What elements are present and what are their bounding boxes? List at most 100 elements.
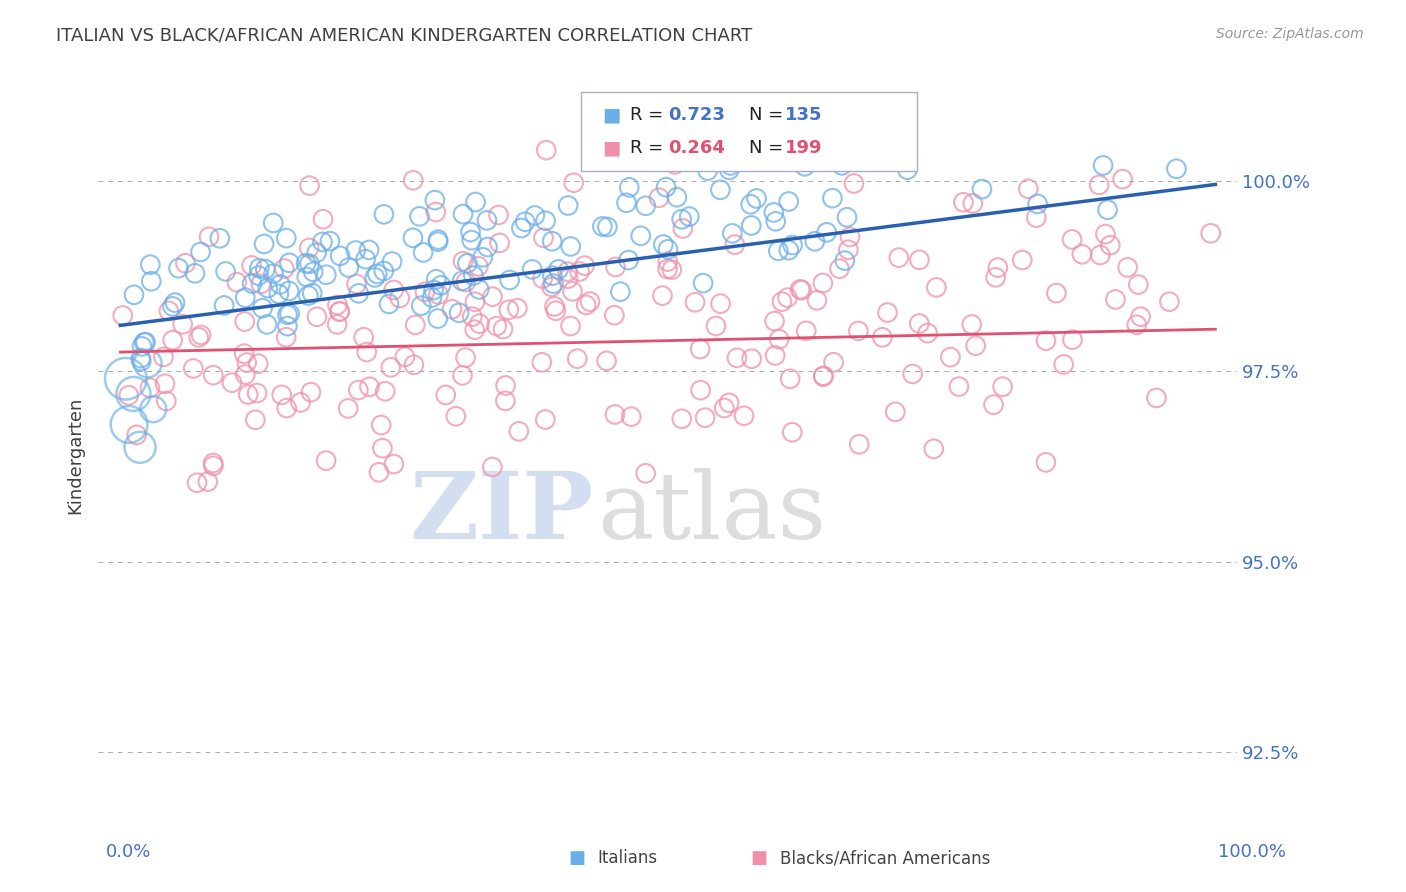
Text: 0.264: 0.264 <box>668 139 724 157</box>
Point <box>603 308 626 322</box>
Text: ZIP: ZIP <box>409 468 593 558</box>
Point <box>347 383 370 397</box>
Text: R =: R = <box>630 106 669 124</box>
Point <box>908 317 931 331</box>
Point <box>233 368 256 382</box>
Point <box>683 295 706 310</box>
Point <box>609 285 631 299</box>
Point <box>247 261 270 276</box>
Point <box>1166 161 1188 176</box>
Point <box>423 193 446 207</box>
Point <box>987 260 1010 275</box>
Point <box>262 267 284 281</box>
Point <box>1011 253 1033 268</box>
Point <box>454 275 477 289</box>
Point <box>724 237 747 252</box>
Point <box>984 270 1007 285</box>
Point <box>394 350 416 364</box>
Point <box>430 278 453 293</box>
Point <box>1129 310 1152 324</box>
Point <box>122 387 145 401</box>
Point <box>837 243 859 257</box>
Point <box>488 208 510 222</box>
Point <box>811 276 834 290</box>
Point <box>252 301 274 315</box>
Point <box>129 351 152 365</box>
Point <box>543 300 565 314</box>
Point <box>298 257 321 271</box>
Point <box>305 245 328 260</box>
Point <box>463 268 485 283</box>
Point <box>273 261 295 276</box>
Point <box>381 254 404 268</box>
Point <box>471 250 494 264</box>
Point <box>359 380 381 394</box>
Point <box>329 304 352 318</box>
Point <box>370 417 392 432</box>
Point <box>357 243 380 257</box>
Point <box>1017 182 1039 196</box>
Point <box>197 475 219 489</box>
Point <box>901 367 924 381</box>
Point <box>157 304 180 318</box>
Point <box>634 199 657 213</box>
Point <box>648 191 671 205</box>
Point <box>821 191 844 205</box>
Point <box>202 458 225 473</box>
Point <box>485 319 508 334</box>
Point <box>778 194 800 209</box>
Point <box>301 286 323 301</box>
Point <box>709 183 731 197</box>
Point <box>202 368 225 383</box>
Point <box>315 453 337 467</box>
Point <box>534 412 557 426</box>
Point <box>464 294 486 309</box>
Point <box>718 396 741 410</box>
Point <box>295 256 318 270</box>
Point <box>661 262 683 277</box>
Point <box>382 457 405 471</box>
Point <box>488 235 510 250</box>
Point <box>451 207 474 221</box>
Point <box>1097 202 1119 217</box>
Point <box>634 467 657 481</box>
Point <box>765 214 787 228</box>
Point <box>779 372 801 386</box>
Point <box>190 327 212 342</box>
Point <box>768 332 790 346</box>
Point <box>425 272 447 286</box>
Point <box>1094 227 1116 241</box>
Point <box>540 280 562 294</box>
Point <box>789 282 811 296</box>
Point <box>468 317 491 331</box>
Point <box>534 213 557 227</box>
Point <box>221 376 243 390</box>
Point <box>1060 232 1083 246</box>
Point <box>560 319 582 334</box>
Point <box>952 195 974 210</box>
Point <box>671 212 693 227</box>
Point <box>790 283 813 297</box>
Point <box>184 266 207 280</box>
Point <box>373 207 395 221</box>
Point <box>240 277 263 291</box>
Point <box>186 475 208 490</box>
Point <box>198 229 221 244</box>
Point <box>522 262 544 277</box>
Point <box>763 314 786 328</box>
Point <box>481 460 503 475</box>
Point <box>233 291 256 305</box>
Point <box>142 402 165 417</box>
Point <box>167 261 190 276</box>
Point <box>152 350 174 364</box>
Point <box>262 216 284 230</box>
Point <box>449 306 471 320</box>
Point <box>1053 358 1076 372</box>
Point <box>579 294 602 309</box>
Point <box>782 238 804 252</box>
Point <box>315 268 337 282</box>
Point <box>311 235 333 249</box>
Point <box>664 157 686 171</box>
Point <box>467 260 489 274</box>
Point <box>427 287 450 301</box>
